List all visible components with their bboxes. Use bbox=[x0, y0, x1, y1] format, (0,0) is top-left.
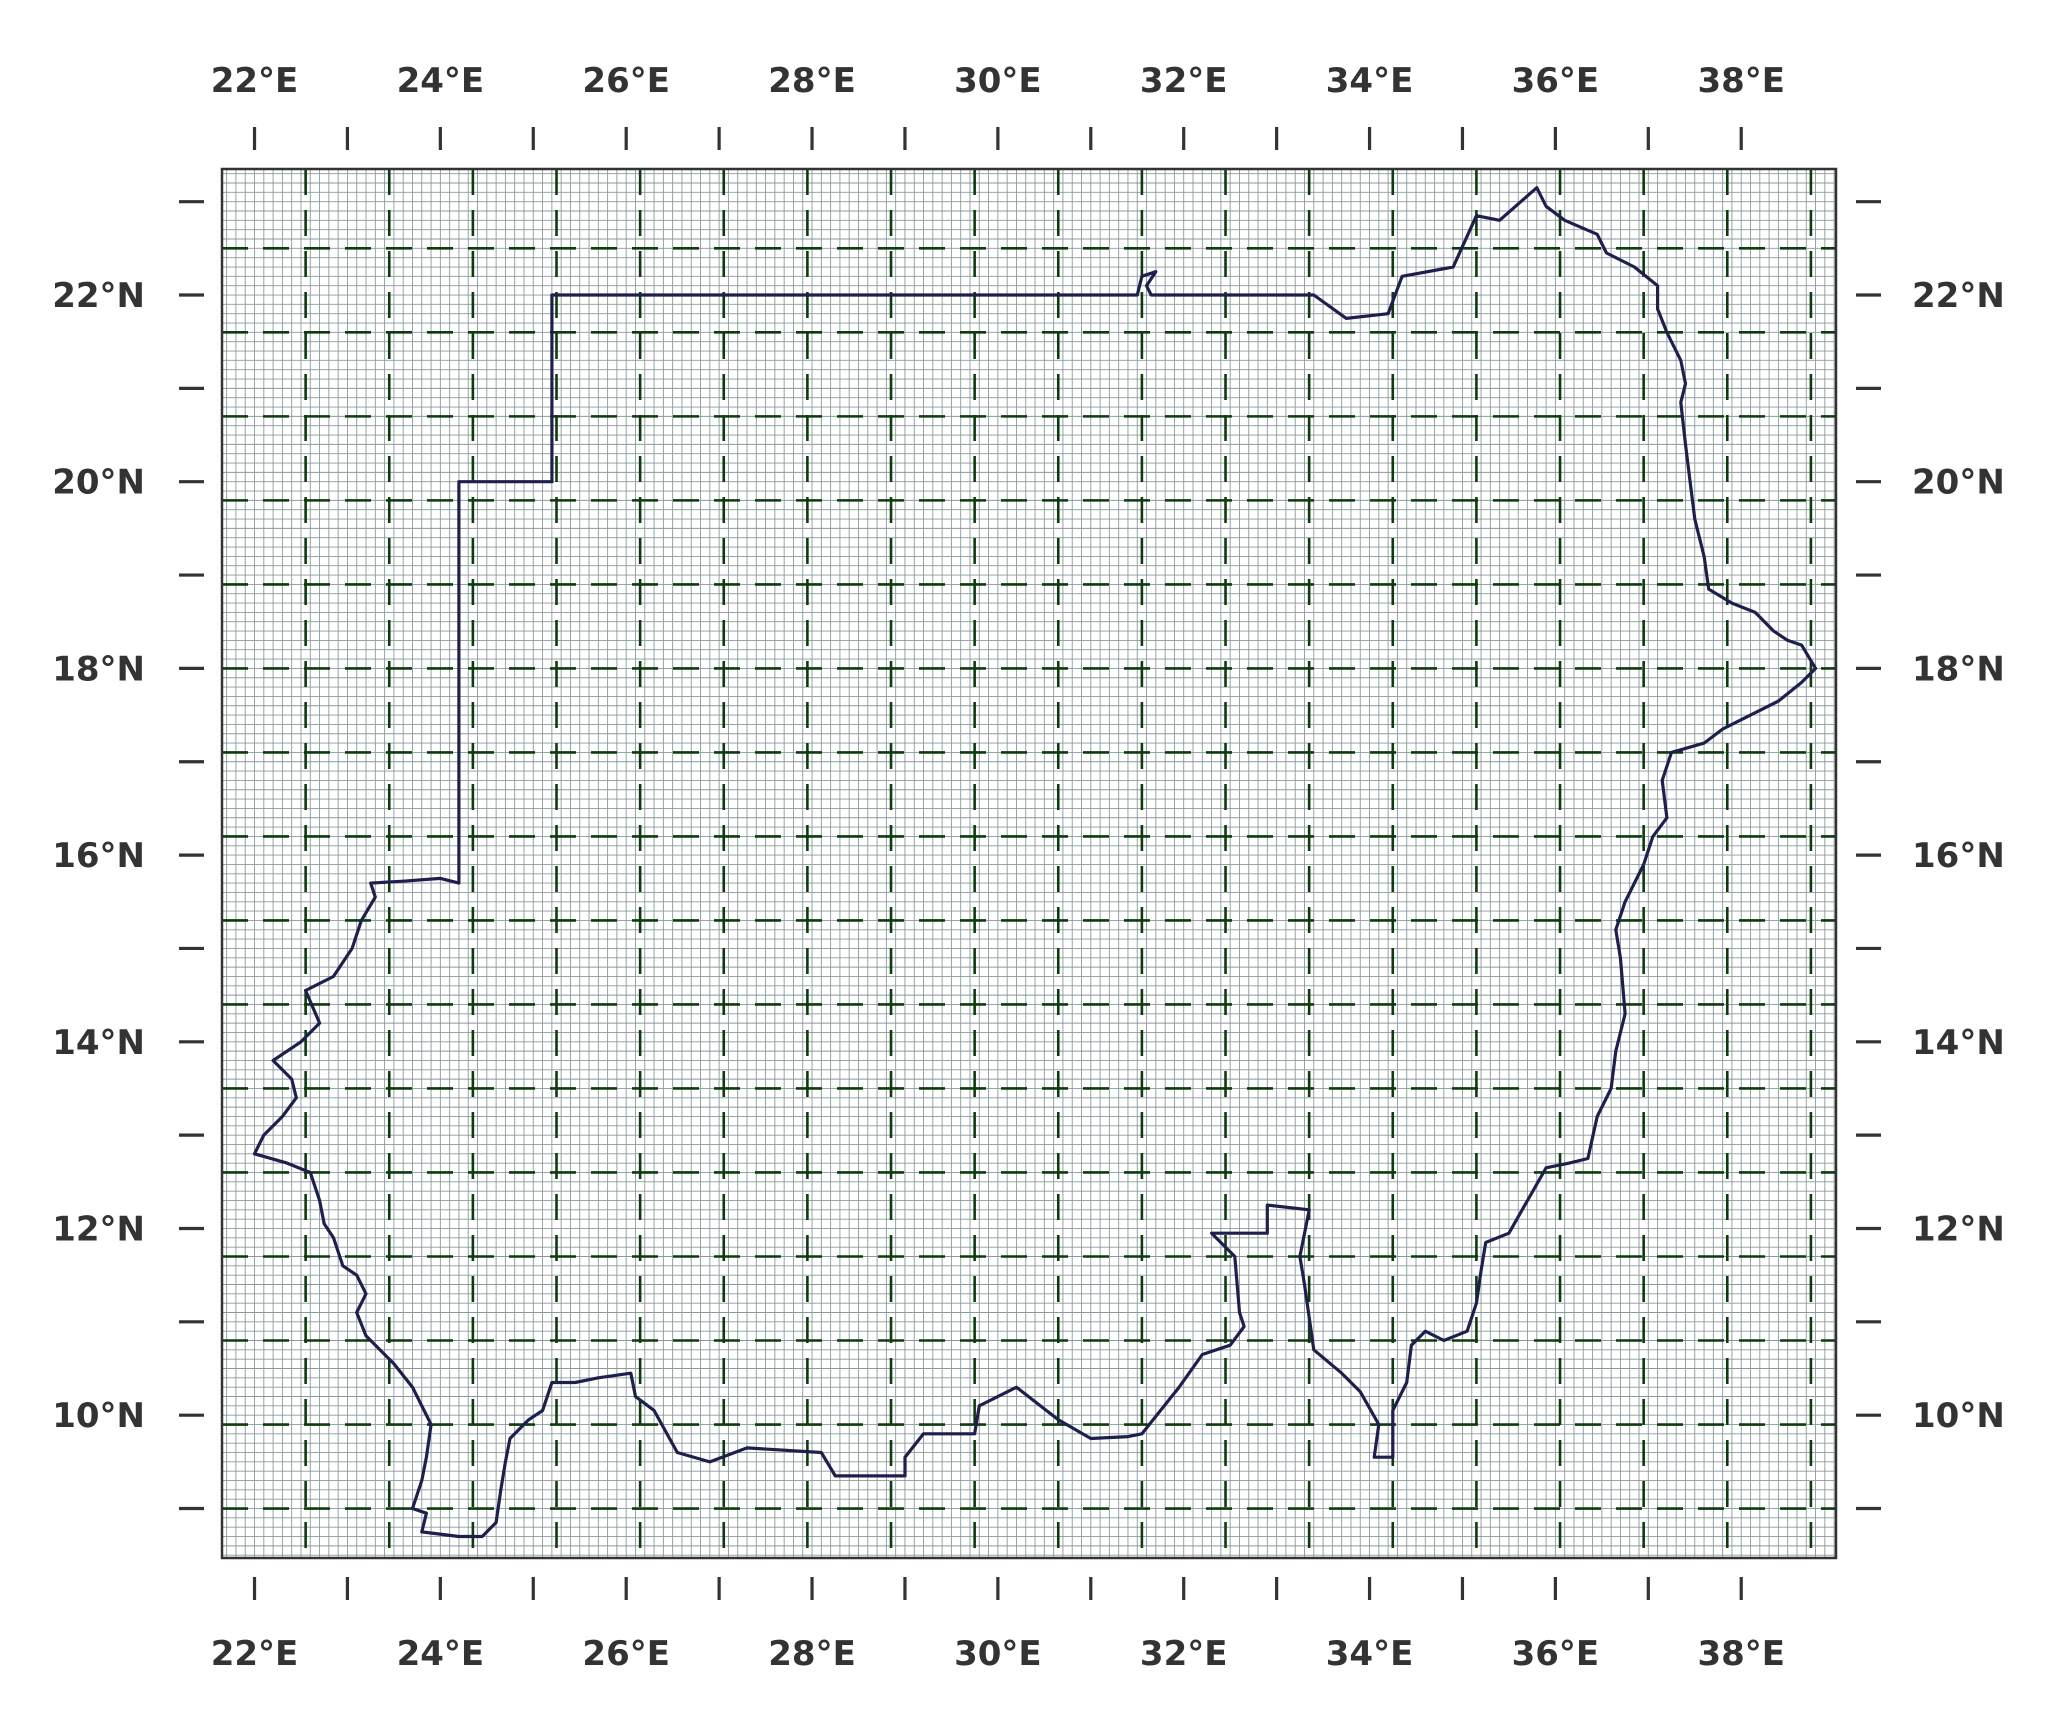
top-longitude-labels: 22°E 24°E 26°E 28°E 30°E 32°E 34°E 36°E 38°E bbox=[211, 61, 1785, 101]
top-lon-label: 36°E bbox=[1512, 61, 1600, 101]
right-lat-label: 10°N bbox=[1912, 1396, 2005, 1436]
bottom-lon-label: 30°E bbox=[954, 1634, 1042, 1674]
fine-graticule bbox=[222, 169, 1836, 1558]
top-lon-label: 30°E bbox=[954, 61, 1042, 101]
top-lon-label: 28°E bbox=[768, 61, 856, 101]
right-lat-label: 16°N bbox=[1912, 836, 2005, 876]
bottom-lon-label: 24°E bbox=[397, 1634, 485, 1674]
left-latitude-labels: 22°N 20°N 18°N 16°N 14°N 12°N 10°N bbox=[52, 276, 145, 1436]
right-lat-label: 22°N bbox=[1912, 276, 2005, 316]
left-lat-label: 18°N bbox=[52, 649, 145, 689]
right-lat-label: 18°N bbox=[1912, 649, 2005, 689]
left-lat-label: 16°N bbox=[52, 836, 145, 876]
bottom-lon-label: 26°E bbox=[582, 1634, 670, 1674]
bottom-lon-label: 34°E bbox=[1326, 1634, 1414, 1674]
axis-ticks bbox=[179, 127, 1881, 1600]
left-lat-label: 20°N bbox=[52, 463, 145, 503]
top-lon-label: 24°E bbox=[397, 61, 485, 101]
left-lat-label: 22°N bbox=[52, 276, 145, 316]
bottom-lon-label: 32°E bbox=[1140, 1634, 1228, 1674]
top-lon-label: 26°E bbox=[582, 61, 670, 101]
top-lon-label: 32°E bbox=[1140, 61, 1228, 101]
left-lat-label: 10°N bbox=[52, 1396, 145, 1436]
bottom-longitude-labels: 22°E 24°E 26°E 28°E 30°E 32°E 34°E 36°E 38°E bbox=[211, 1634, 1785, 1674]
bottom-lon-label: 38°E bbox=[1697, 1634, 1785, 1674]
right-latitude-labels: 22°N 20°N 18°N 16°N 14°N 12°N 10°N bbox=[1912, 276, 2005, 1436]
top-lon-label: 22°E bbox=[211, 61, 299, 101]
map-frame bbox=[220, 167, 1838, 1560]
top-lon-label: 38°E bbox=[1697, 61, 1785, 101]
right-lat-label: 20°N bbox=[1912, 463, 2005, 503]
right-lat-label: 14°N bbox=[1912, 1023, 2005, 1063]
top-lon-label: 34°E bbox=[1326, 61, 1414, 101]
bottom-lon-label: 22°E bbox=[211, 1634, 299, 1674]
left-lat-label: 12°N bbox=[52, 1209, 145, 1249]
bottom-lon-label: 28°E bbox=[768, 1634, 856, 1674]
bottom-lon-label: 36°E bbox=[1512, 1634, 1600, 1674]
country-boundary bbox=[252, 186, 1818, 1539]
left-lat-label: 14°N bbox=[52, 1023, 145, 1063]
right-lat-label: 12°N bbox=[1912, 1209, 2005, 1249]
